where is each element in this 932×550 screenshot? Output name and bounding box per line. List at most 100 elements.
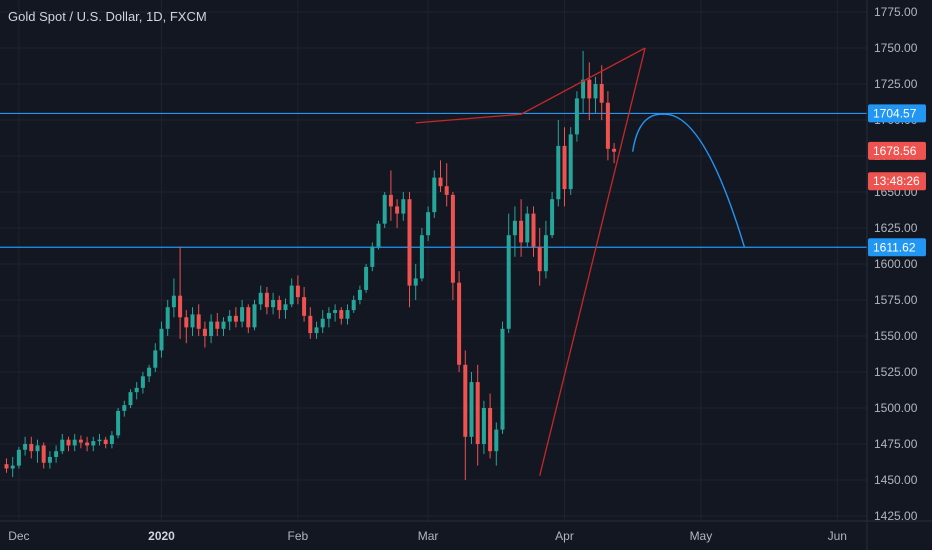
upper-trendline[interactable]: [415, 47, 646, 124]
candle: [488, 393, 493, 459]
candle: [16, 446, 21, 469]
candle-body: [605, 102, 610, 149]
price-tag-label: 1611.62: [873, 240, 916, 254]
x-tick-label: May: [690, 529, 713, 543]
candle-body: [469, 382, 474, 437]
x-tick-label: 2020: [148, 529, 175, 543]
horizontal-levels[interactable]: [0, 112, 867, 248]
candle: [23, 436, 28, 456]
candle: [314, 321, 319, 339]
candle-body: [202, 328, 207, 336]
candle: [444, 163, 449, 207]
candle-body: [109, 435, 114, 444]
candle: [562, 127, 567, 207]
candle: [264, 287, 269, 315]
candle: [413, 264, 418, 300]
candle-body: [326, 312, 331, 319]
candle-body: [351, 300, 356, 311]
candle-body: [531, 213, 536, 247]
candle-body: [29, 444, 34, 452]
candle-body: [140, 376, 145, 388]
candle-body: [612, 148, 617, 152]
candle: [122, 400, 127, 417]
candle: [246, 304, 251, 334]
candle: [85, 436, 90, 452]
candle: [209, 314, 214, 344]
candle-body: [283, 304, 288, 311]
candle-body: [165, 307, 170, 329]
time-axis[interactable]: Dec 2020 Feb Mar Apr May Jun: [0, 520, 932, 543]
candle: [202, 321, 207, 348]
candle-body: [426, 212, 431, 236]
candle-body: [506, 235, 511, 329]
candle: [29, 436, 34, 459]
candle: [289, 278, 294, 308]
candle-body: [60, 439, 65, 452]
candle-body: [345, 310, 350, 319]
candle-body: [184, 317, 189, 328]
x-tick-label: Apr: [555, 529, 574, 543]
candle-body: [568, 134, 573, 190]
candle-body: [72, 439, 77, 446]
candle-body: [574, 98, 579, 135]
price-tags: 1704.57 1678.56 13:48:26 1611.62: [868, 104, 926, 257]
candle-body: [419, 235, 424, 279]
candle: [481, 400, 486, 455]
candle: [376, 220, 381, 250]
candle: [475, 364, 480, 466]
price-tag-label: 1678.56: [873, 144, 917, 158]
candle: [215, 312, 220, 336]
candle: [171, 278, 176, 318]
candle: [568, 127, 573, 195]
projection-arc[interactable]: [632, 113, 745, 247]
candle-body: [35, 445, 40, 452]
candle-body: [407, 199, 412, 286]
candle-body: [47, 456, 52, 463]
candle-body: [128, 392, 133, 406]
candle-body: [525, 213, 530, 243]
candle-body: [258, 292, 263, 305]
candle: [240, 300, 245, 328]
candle-body: [550, 199, 555, 236]
candle: [78, 435, 83, 449]
y-tick-label: 1500.00: [874, 401, 918, 415]
candle: [401, 192, 406, 221]
candle: [457, 271, 462, 372]
candle-body: [593, 84, 598, 99]
candle: [140, 372, 145, 394]
candle: [308, 307, 313, 339]
candle: [41, 442, 46, 469]
candle: [612, 143, 617, 164]
candle-body: [153, 350, 158, 368]
candle: [382, 192, 387, 228]
candle-body: [388, 194, 393, 207]
candle-body: [543, 235, 548, 272]
drawings[interactable]: [415, 47, 745, 476]
candle-body: [233, 315, 238, 322]
candle: [147, 364, 152, 383]
x-tick-label: Feb: [288, 529, 309, 543]
candle-body: [314, 327, 319, 334]
candle: [190, 307, 195, 336]
candle: [525, 206, 530, 247]
candle-body: [289, 285, 294, 305]
candle-body: [215, 321, 220, 329]
candle-body: [209, 321, 214, 336]
candle-body: [147, 367, 152, 377]
candle: [500, 321, 505, 434]
candle: [258, 285, 263, 311]
candle: [593, 76, 598, 113]
candle-body: [562, 145, 567, 190]
candle: [66, 436, 71, 452]
candle: [295, 275, 300, 305]
candle: [599, 65, 604, 120]
price-tag-bg: [868, 104, 926, 123]
candle: [432, 170, 437, 218]
candle-body: [444, 186, 449, 195]
candle-body: [103, 439, 108, 444]
candle: [469, 372, 474, 444]
lower-trendline[interactable]: [539, 47, 646, 476]
